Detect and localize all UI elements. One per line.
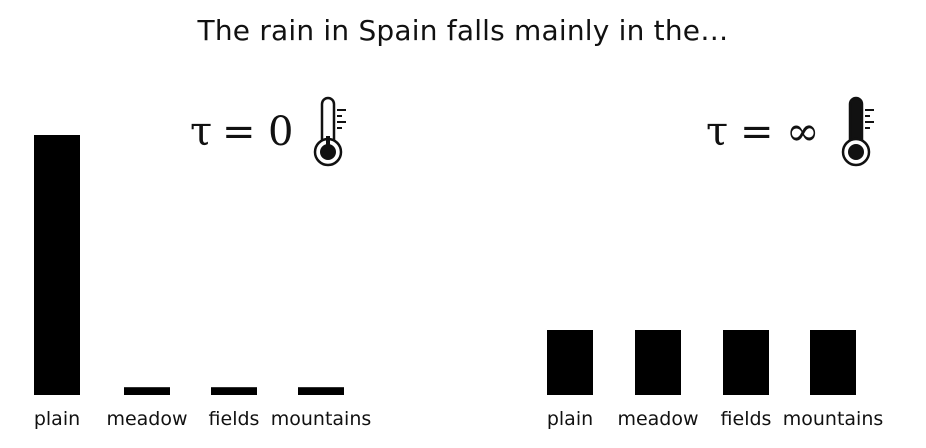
tick-label-fields: fields	[209, 408, 260, 430]
tau-symbol-right: τ	[706, 109, 728, 155]
bar-plain	[34, 135, 80, 395]
bar-mountains	[810, 330, 856, 395]
bar-fields	[723, 330, 769, 395]
panel-tau-infinity: τ = ∞ plain meadow fields mountains	[547, 96, 883, 430]
tau-value-right: ∞	[786, 109, 819, 155]
chart-title: The rain in Spain falls mainly in the…	[197, 14, 729, 47]
tau-symbol-left: τ	[190, 109, 212, 155]
thermometer-cold-icon	[313, 96, 346, 167]
thermometer-hot-icon	[841, 96, 874, 167]
bar-mountains	[298, 387, 344, 395]
tick-labels-panel-right: plain meadow fields mountains	[547, 408, 883, 430]
bar-meadow	[635, 330, 681, 395]
tick-label-meadow: meadow	[617, 408, 698, 430]
tick-label-plain: plain	[547, 408, 593, 430]
bar-meadow	[124, 387, 170, 395]
bar-plain	[547, 330, 593, 395]
tick-label-fields: fields	[721, 408, 772, 430]
tau-value-left: 0	[268, 109, 293, 155]
tick-label-meadow: meadow	[106, 408, 187, 430]
bars-panel-right	[547, 330, 856, 395]
panel-tau-zero: τ = 0 plain meadow fields mountains	[34, 96, 371, 430]
tick-label-mountains: mountains	[271, 408, 372, 430]
equals-sign-left: =	[222, 109, 256, 155]
bar-fields	[211, 387, 257, 395]
equals-sign-right: =	[740, 109, 774, 155]
bars-panel-left	[34, 135, 344, 395]
tick-labels-panel-left: plain meadow fields mountains	[34, 408, 371, 430]
tick-label-plain: plain	[34, 408, 80, 430]
tick-label-mountains: mountains	[783, 408, 884, 430]
